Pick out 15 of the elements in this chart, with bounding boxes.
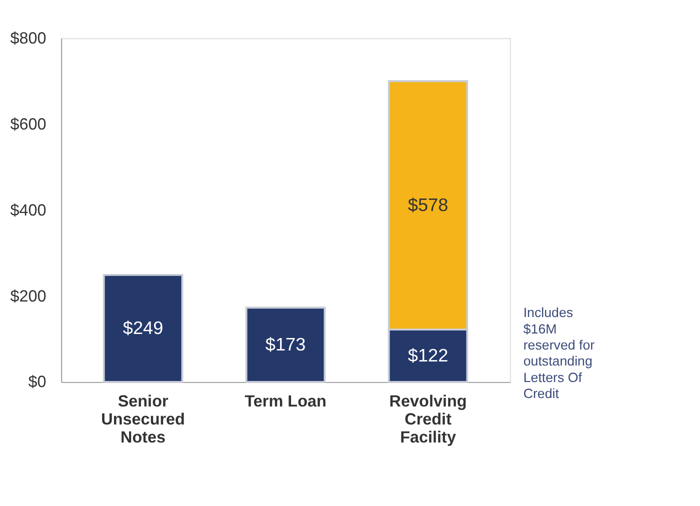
y-tick-label: $800 — [10, 29, 46, 48]
x-tick-label: Term Loan — [244, 392, 326, 410]
data-label: $249 — [122, 318, 164, 338]
x-tick-label: Revolving Credit Facility — [389, 392, 467, 447]
data-label: $173 — [265, 334, 306, 355]
data-label: $578 — [408, 195, 448, 216]
y-tick-label: $0 — [28, 373, 46, 392]
bar — [245, 306, 326, 383]
text: Includes $16M reserved for outstanding Letters Of Credit — [523, 305, 596, 402]
y-tick-label: $400 — [10, 201, 46, 220]
data-label: $122 — [408, 345, 448, 366]
y-tick-label: $200 — [10, 287, 46, 306]
bar — [102, 274, 184, 383]
x-tick-label: Senior Unsecured Notes — [101, 392, 185, 447]
y-tick-label: $600 — [10, 115, 46, 134]
